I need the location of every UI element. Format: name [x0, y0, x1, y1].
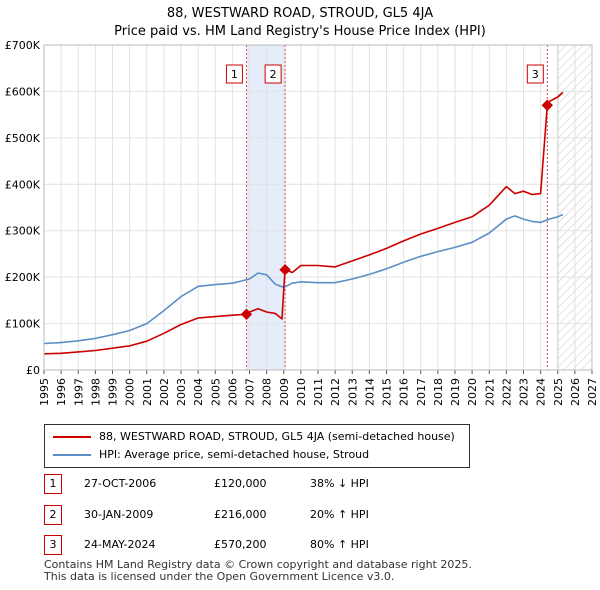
x-tick-label: 2000 [124, 378, 137, 406]
sale-label-number: 2 [270, 68, 277, 81]
transaction-row: 3 24-MAY-2024 £570,200 80% ↑ HPI [44, 535, 564, 555]
sale-label-number: 3 [532, 68, 539, 81]
x-tick-label: 2010 [295, 378, 308, 406]
x-tick-label: 2022 [500, 378, 513, 406]
series-line-hpi [44, 213, 564, 345]
x-tick-label: 1997 [72, 378, 85, 406]
x-tick-label: 2026 [569, 378, 582, 406]
legend-item-hpi: HPI: Average price, semi-detached house,… [53, 447, 369, 463]
transaction-number: 3 [44, 535, 62, 555]
x-tick-label: 2011 [312, 378, 325, 406]
x-tick-label: 2007 [244, 378, 257, 406]
x-tick-label: 1996 [55, 378, 68, 406]
y-tick-label: £200K [5, 271, 41, 284]
y-tick-label: £100K [5, 318, 41, 331]
x-tick-label: 2019 [449, 378, 462, 406]
transaction-hpi-change: 80% ↑ HPI [310, 538, 369, 551]
x-tick-label: 2002 [158, 378, 171, 406]
x-tick-label: 2008 [261, 378, 274, 406]
transaction-price: £570,200 [214, 538, 267, 551]
chart-title: 88, WESTWARD ROAD, STROUD, GL5 4JA [166, 6, 434, 21]
x-tick-label: 2018 [432, 378, 445, 406]
transaction-row: 2 30-JAN-2009 £216,000 20% ↑ HPI [44, 505, 564, 525]
x-tick-label: 2006 [226, 378, 239, 406]
x-tick-label: 2012 [329, 378, 342, 406]
y-tick-label: £700K [5, 39, 41, 52]
sale-point [240, 308, 253, 320]
x-tick-label: 2003 [175, 378, 188, 406]
x-tick-label: 2020 [466, 378, 479, 406]
x-tick-label: 2001 [141, 378, 154, 406]
sale-label-box [264, 64, 282, 84]
x-tick-label: 1998 [89, 378, 102, 406]
sale-point [279, 264, 291, 276]
x-tick-label: 2005 [209, 378, 222, 406]
chart-legend: 88, WESTWARD ROAD, STROUD, GL5 4JA (semi… [44, 424, 470, 468]
transaction-hpi-change: 38% ↓ HPI [310, 477, 369, 490]
transaction-date: 27-OCT-2006 [84, 477, 157, 490]
legend-swatch-hpi [53, 454, 91, 456]
y-tick-label: £500K [5, 132, 41, 145]
legend-label-hpi: HPI: Average price, semi-detached house,… [99, 448, 370, 461]
x-tick-label: 1995 [38, 378, 51, 406]
price-chart: £0 £100K £200K £300K £400K £500K £600K £700K 199… [5, 39, 599, 406]
footer: Contains HM Land Registry data © Crown c… [44, 559, 564, 583]
chart-subtitle: Price paid vs. HM Land Registry's House … [114, 24, 486, 39]
y-tick-label: £0 [26, 364, 40, 377]
x-tick-label: 2023 [518, 378, 531, 406]
y-tick-label: £600K [5, 85, 41, 98]
x-tick-label: 1999 [107, 378, 120, 406]
transaction-number: 1 [44, 474, 62, 494]
x-tick-label: 2013 [346, 378, 359, 406]
footer-copyright: Contains HM Land Registry data © Crown c… [44, 558, 472, 571]
shaded-period [246, 45, 286, 370]
transaction-hpi-change: 20% ↑ HPI [310, 508, 369, 521]
y-tick-label: £300K [5, 225, 41, 238]
x-tick-label: 2024 [535, 378, 548, 406]
plot-frame [43, 44, 593, 371]
legend-swatch-price [53, 436, 91, 438]
x-tick-label: 2025 [552, 378, 565, 406]
x-tick-label: 2027 [586, 378, 599, 406]
x-tick-label: 2021 [483, 378, 496, 406]
footer-license: This data is licensed under the Open Gov… [44, 570, 395, 583]
transaction-price: £216,000 [214, 508, 267, 521]
legend-item-price: 88, WESTWARD ROAD, STROUD, GL5 4JA (semi… [53, 429, 455, 445]
sale-label-number: 1 [231, 68, 238, 81]
x-tick-label: 2015 [381, 378, 394, 406]
sale-label-box [526, 64, 544, 84]
transaction-date: 24-MAY-2024 [84, 538, 156, 551]
series-layer [44, 91, 564, 355]
transaction-date: 30-JAN-2009 [84, 508, 154, 521]
sale-label-box [225, 64, 243, 84]
transaction-price: £120,000 [214, 477, 267, 490]
x-tick-label: 2017 [415, 378, 428, 406]
x-tick-label: 2004 [192, 378, 205, 406]
x-tick-label: 2014 [363, 378, 376, 406]
legend-label-price: 88, WESTWARD ROAD, STROUD, GL5 4JA (semi… [99, 430, 455, 443]
x-tick-label: 2009 [278, 378, 291, 406]
transaction-number: 2 [44, 505, 62, 525]
y-tick-label: £400K [5, 178, 41, 191]
x-tick-label: 2016 [398, 378, 411, 406]
series-line-price [44, 91, 564, 355]
sale-point [541, 99, 554, 111]
transaction-row: 1 27-OCT-2006 £120,000 38% ↓ HPI [44, 474, 564, 494]
